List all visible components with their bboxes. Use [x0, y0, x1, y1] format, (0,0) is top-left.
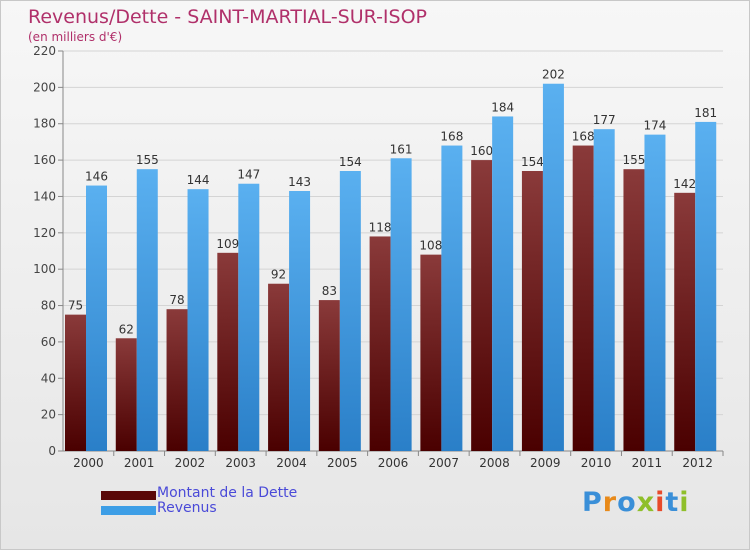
bar-dette [115, 338, 137, 451]
bar-revenus [136, 169, 158, 451]
bar-revenus [187, 189, 209, 451]
data-label: 160 [470, 144, 493, 158]
bar-revenus [542, 83, 564, 452]
y-tick-label: 180 [33, 117, 56, 131]
x-tick-label: 2006 [378, 456, 409, 470]
chart-subtitle: (en milliers d'€) [28, 30, 123, 44]
x-tick-label: 2000 [73, 456, 104, 470]
data-label: 108 [419, 239, 442, 253]
data-label: 154 [339, 155, 362, 169]
y-tick-label: 160 [33, 153, 56, 167]
data-label: 143 [288, 175, 311, 189]
bar-dette [318, 300, 340, 451]
bar-dette [572, 145, 594, 451]
chart-title: Revenus/Dette - SAINT-MARTIAL-SUR-ISOP [28, 6, 427, 28]
x-tick-label: 2003 [225, 456, 256, 470]
y-tick-label: 220 [33, 44, 56, 58]
data-label: 155 [623, 153, 646, 167]
x-tick-label: 2009 [530, 456, 561, 470]
y-tick-label: 100 [33, 262, 56, 276]
data-label: 144 [187, 173, 210, 187]
bar-dette [217, 252, 239, 451]
data-label: 168 [572, 130, 595, 144]
data-label: 142 [673, 177, 696, 191]
y-tick-label: 20 [41, 408, 56, 422]
bar-dette [674, 192, 696, 451]
y-tick-label: 60 [41, 335, 56, 349]
x-tick-label: 2001 [124, 456, 155, 470]
legend-label-revenus: Revenus [157, 500, 217, 516]
bar-dette [369, 236, 391, 451]
bar-dette [420, 254, 442, 451]
y-tick-label: 80 [41, 299, 56, 313]
bar-revenus [695, 121, 717, 451]
legend-swatch-dette [101, 491, 156, 500]
y-tick-label: 140 [33, 189, 56, 203]
data-label: 146 [85, 170, 108, 184]
data-label: 118 [369, 220, 392, 234]
bar-dette [65, 314, 86, 451]
bar-dette [268, 283, 290, 451]
x-tick-label: 2004 [276, 456, 307, 470]
data-label: 161 [390, 142, 413, 156]
data-label: 109 [216, 237, 239, 251]
bar-revenus [238, 183, 260, 451]
data-label: 181 [694, 106, 717, 120]
bar-revenus [86, 185, 107, 451]
x-tick-label: 2002 [175, 456, 206, 470]
x-tick-label: 2012 [682, 456, 713, 470]
y-tick-label: 40 [41, 371, 56, 385]
data-label: 62 [119, 322, 134, 336]
bar-dette [521, 171, 543, 451]
data-label: 83 [322, 284, 337, 298]
x-tick-label: 2010 [581, 456, 612, 470]
y-tick-label: 0 [48, 444, 56, 458]
data-label: 154 [521, 155, 544, 169]
x-tick-label: 2011 [632, 456, 663, 470]
x-tick-label: 2007 [428, 456, 459, 470]
y-tick-label: 200 [33, 80, 56, 94]
bar-dette [166, 309, 188, 451]
data-label: 174 [644, 119, 667, 133]
bar-revenus [390, 158, 412, 452]
bar-revenus [492, 116, 514, 452]
data-label: 147 [237, 168, 260, 182]
data-label: 168 [440, 130, 463, 144]
y-tick-label: 120 [33, 226, 56, 240]
data-label: 78 [169, 293, 184, 307]
legend-swatch-revenus [101, 506, 156, 515]
bar-revenus [339, 171, 361, 451]
legend-label-dette: Montant de la Dette [157, 485, 298, 501]
bar-dette [471, 160, 493, 451]
x-tick-label: 2005 [327, 456, 358, 470]
data-label: 202 [542, 68, 565, 82]
bar-revenus [441, 145, 463, 451]
data-label: 155 [136, 153, 159, 167]
bar-dette [623, 169, 645, 451]
x-tick-label: 2008 [479, 456, 510, 470]
bar-revenus [644, 134, 666, 452]
data-label: 184 [491, 100, 514, 114]
data-label: 177 [593, 113, 616, 127]
proxiti-logo: Proxiti [582, 487, 690, 518]
bar-revenus [289, 191, 311, 451]
data-label: 92 [271, 268, 286, 282]
data-label: 75 [68, 299, 83, 313]
bar-revenus [593, 129, 615, 451]
